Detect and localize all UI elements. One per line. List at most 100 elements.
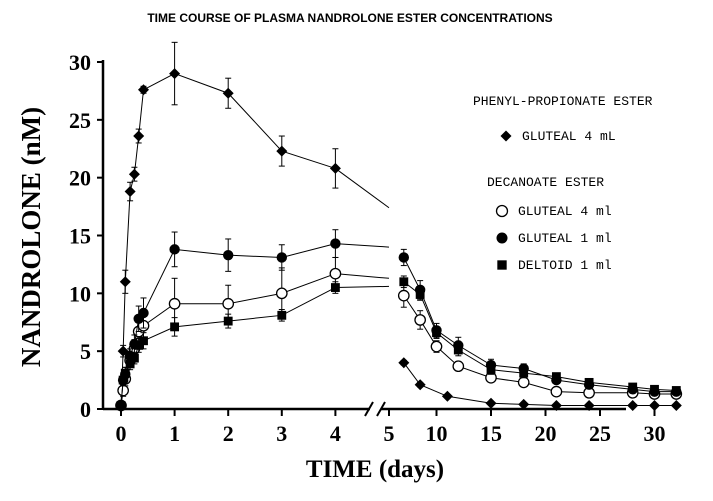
series-deltoid-1-ml [116, 275, 681, 410]
data-point-diamond [485, 397, 497, 409]
legend-entry-label: GLUTEAL 4 ml [518, 204, 612, 219]
data-point-diamond [518, 398, 530, 410]
data-point-diamond [414, 379, 426, 391]
series-line-late [403, 295, 677, 395]
series-line-break-trend [335, 273, 390, 279]
data-point-square [650, 384, 659, 394]
legend-heading: PHENYL-PROPIONATE ESTER [473, 94, 653, 109]
data-point-square [415, 290, 425, 299]
axis-break-mark [376, 401, 386, 417]
data-point-open-circle [414, 314, 426, 326]
data-point-filled-circle [223, 249, 234, 261]
x-tick-label: 1 [169, 421, 180, 446]
data-point-square [399, 277, 409, 287]
data-point-square [584, 377, 594, 387]
data-point-square [223, 316, 233, 326]
data-point-diamond [627, 400, 639, 412]
data-point-open-circle [495, 204, 509, 218]
x-tick-label: 4 [330, 421, 341, 446]
data-point-diamond [329, 162, 341, 174]
data-point-square [432, 328, 441, 338]
data-point-open-circle [329, 267, 342, 280]
data-point-square [129, 353, 139, 363]
data-point-diamond [550, 400, 562, 412]
data-point-square [453, 345, 463, 355]
data-point-square [671, 386, 681, 395]
data-point-square [125, 359, 135, 369]
legend-heading: DECANOATE ESTER [487, 175, 604, 190]
series-line-break-trend [335, 168, 390, 209]
data-point-diamond [441, 390, 453, 402]
data-point-diamond [583, 400, 595, 412]
data-point-open-circle [222, 297, 235, 310]
data-point-diamond [670, 400, 682, 412]
data-point-square [139, 336, 148, 346]
data-point-square [277, 310, 287, 320]
x-axis-label: TIME (days) [306, 456, 444, 483]
chart-title: TIME COURSE OF PLASMA NANDROLONE ESTER C… [147, 11, 552, 25]
series-group [115, 41, 683, 412]
data-point-diamond [276, 145, 288, 157]
x-tick-label: 10 [426, 421, 448, 446]
data-point-square [330, 283, 340, 292]
data-point-square [116, 401, 126, 410]
legend-entry-label: GLUTEAL 4 mL [522, 129, 616, 144]
data-point-diamond [119, 276, 131, 288]
y-tick-label: 0 [80, 397, 91, 422]
data-point-filled-circle [169, 244, 180, 255]
x-tick-label: 25 [589, 421, 611, 446]
data-point-filled-circle [398, 252, 409, 263]
data-point-filled-circle [330, 238, 341, 249]
data-point-open-circle [168, 297, 181, 310]
data-point-square [486, 365, 496, 375]
series-gluteal-4-ml [115, 41, 682, 412]
axis-break-mark [364, 401, 374, 417]
x-tick-label: 20 [535, 421, 557, 446]
x-tick-label: 2 [223, 421, 234, 446]
legend-entry-label: DELTOID 1 ml [518, 258, 612, 273]
data-point-square [551, 372, 561, 382]
y-tick-label: 15 [69, 224, 91, 249]
data-point-diamond [398, 357, 410, 369]
series-gluteal-4-ml [115, 256, 683, 412]
data-point-open-circle [430, 340, 443, 353]
data-point-square [519, 368, 529, 378]
data-point-diamond [500, 130, 512, 142]
data-point-square [120, 368, 130, 378]
data-point-open-circle [397, 289, 410, 302]
legend: PHENYL-PROPIONATE ESTER GLUTEAL 4 mL DECAN… [473, 94, 653, 273]
y-tick-label: 20 [69, 166, 91, 191]
data-point-diamond [128, 168, 140, 180]
data-point-filled-circle [276, 252, 287, 263]
data-point-open-circle [275, 287, 288, 300]
x-tick-label: 5 [384, 421, 395, 446]
data-point-filled-circle [496, 232, 508, 244]
data-point-diamond [138, 84, 150, 96]
data-point-diamond [133, 130, 145, 142]
data-point-diamond [169, 68, 181, 80]
series-line-late [403, 257, 677, 393]
x-tick-label: 15 [480, 421, 502, 446]
data-point-filled-circle [138, 307, 149, 319]
data-point-open-circle [117, 384, 129, 397]
series-line-break-trend [335, 243, 390, 248]
data-point-open-circle [452, 360, 465, 373]
y-tick-label: 30 [69, 50, 91, 75]
data-point-square [170, 322, 180, 332]
data-point-diamond [124, 186, 136, 198]
x-tick-label: 30 [644, 421, 666, 446]
y-tick-label: 10 [69, 281, 91, 306]
y-axis-label: NANDROLONE (nM) [16, 107, 46, 367]
x-tick-label: 3 [276, 421, 287, 446]
series-line-late [403, 362, 677, 407]
x-tick-label: 0 [116, 421, 127, 446]
series-line-break-trend [335, 285, 390, 289]
data-point-open-circle [517, 376, 530, 389]
data-point-square [134, 340, 144, 350]
data-point-square [497, 260, 507, 270]
legend-entry-label: GLUTEAL 1 ml [518, 231, 612, 246]
data-point-open-circle [550, 385, 563, 398]
y-tick-label: 25 [69, 108, 91, 133]
